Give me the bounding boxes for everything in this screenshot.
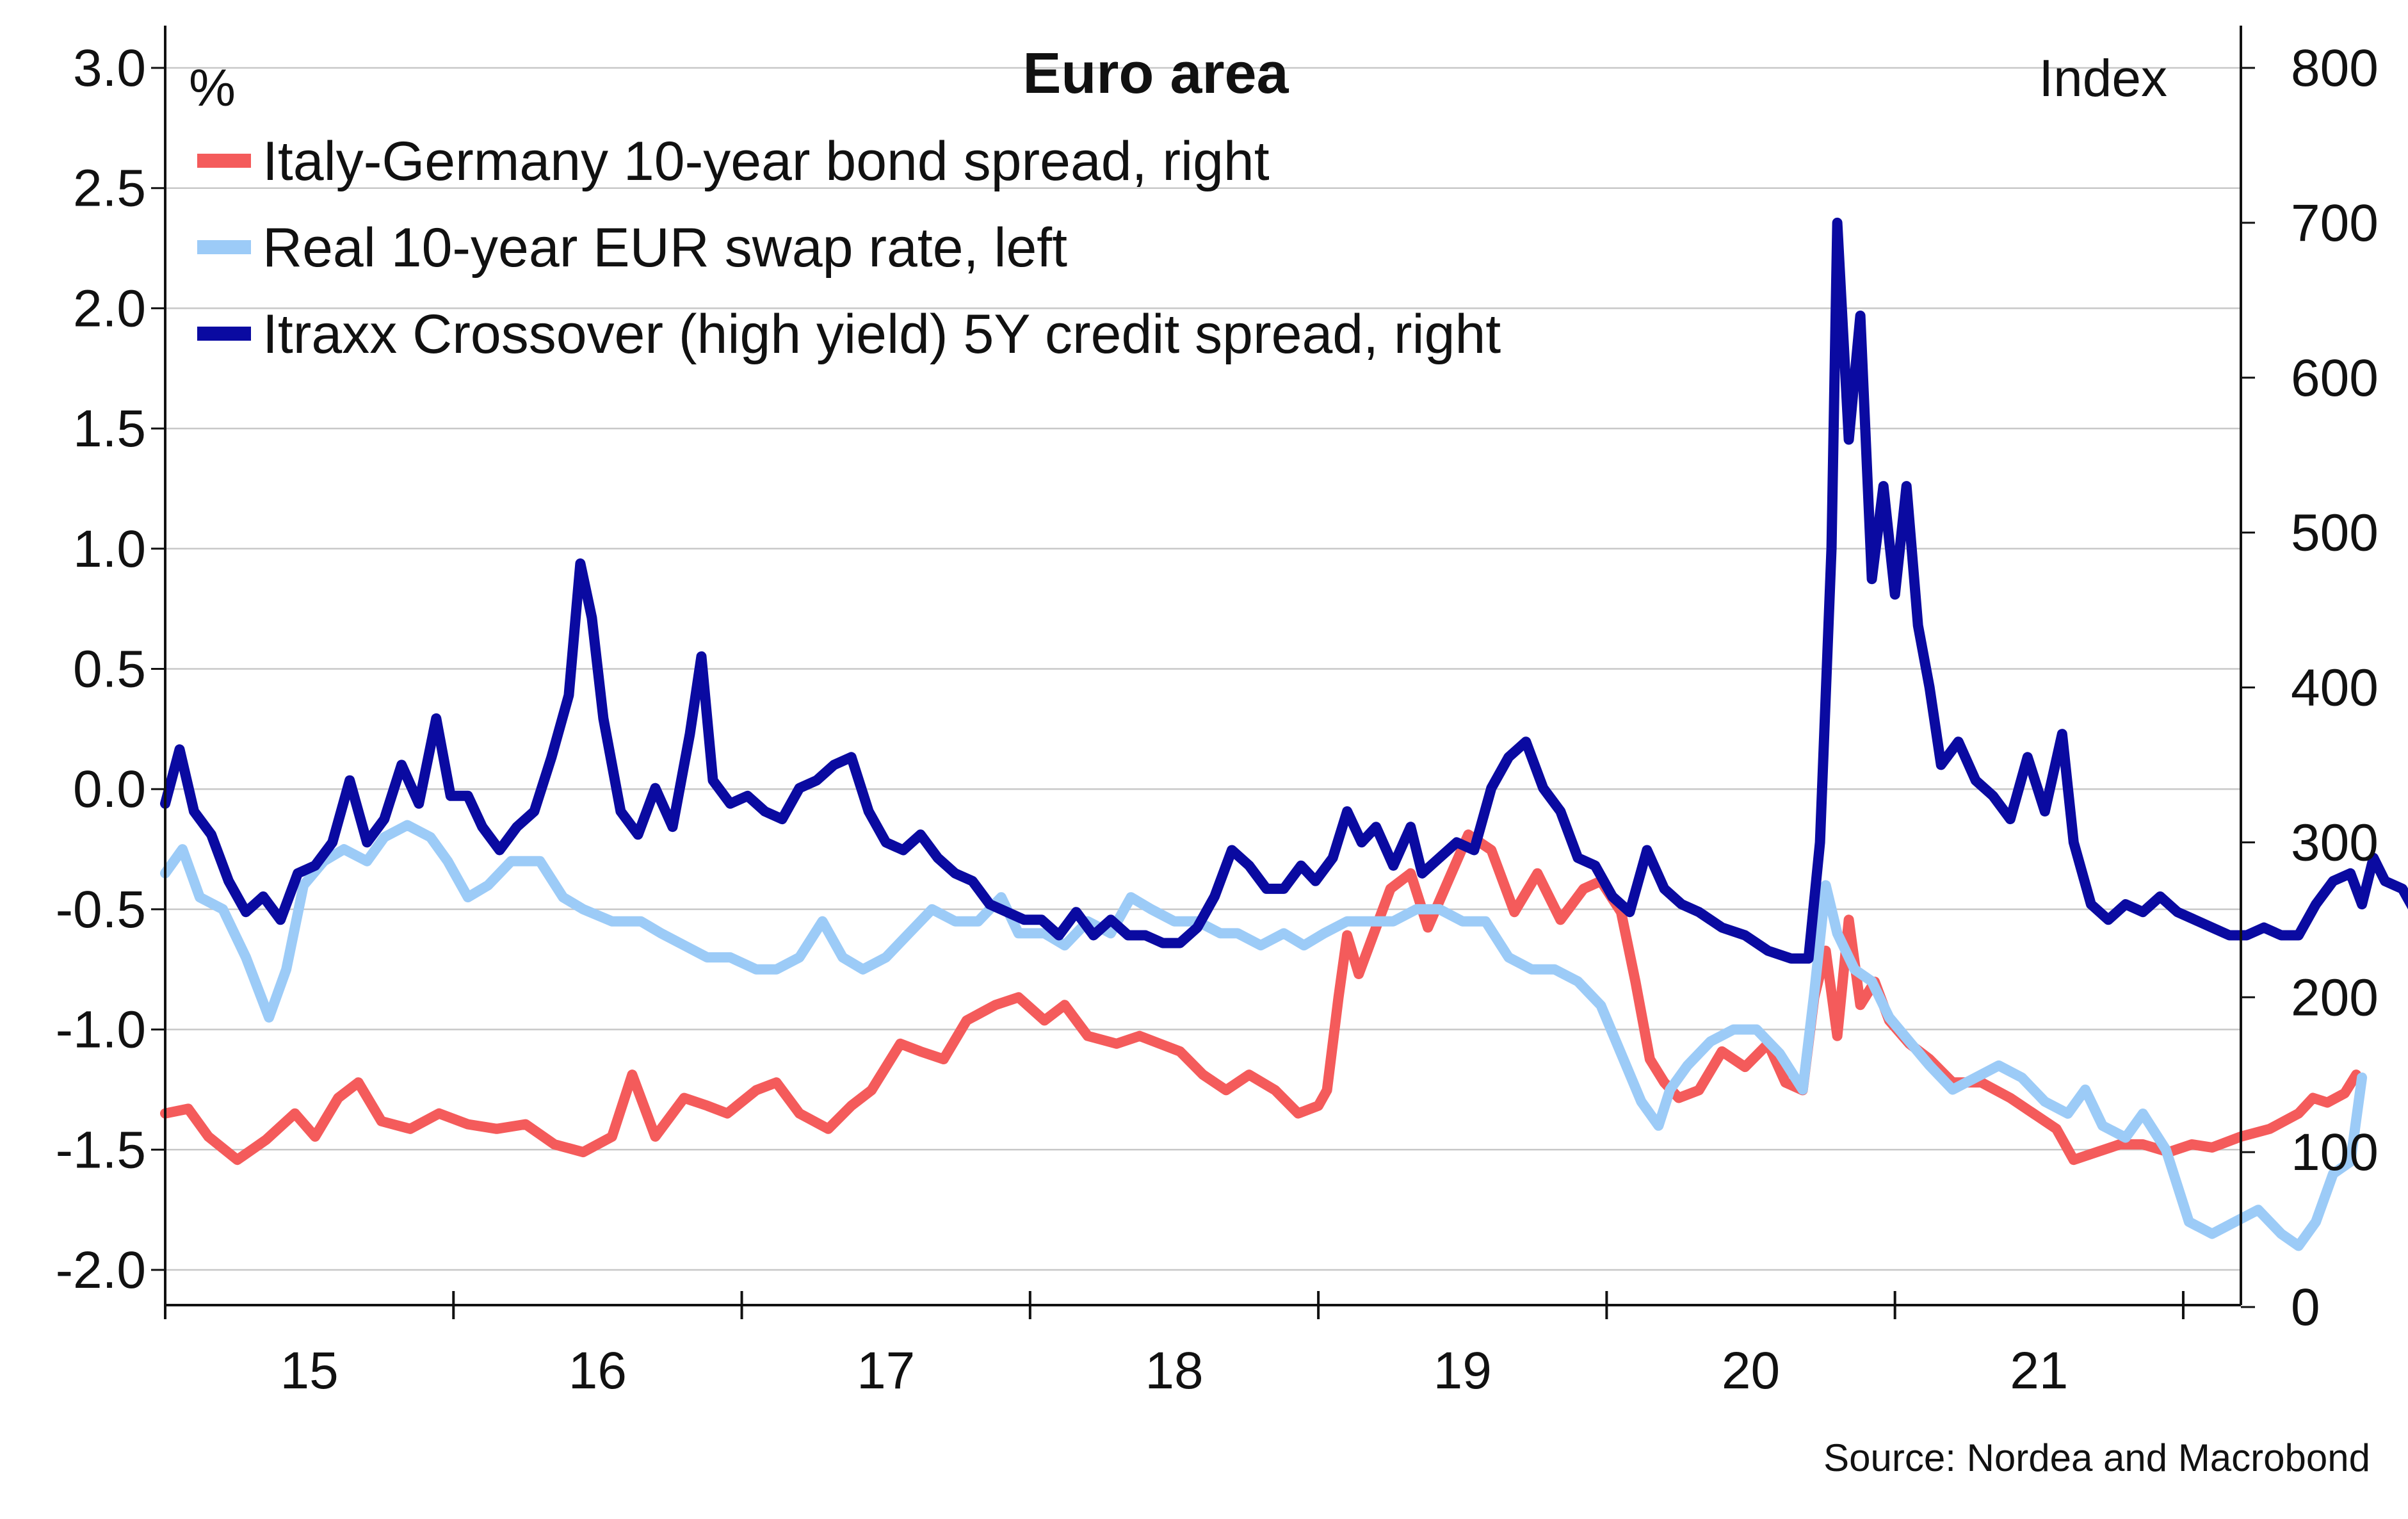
left-axis-tick-label: 1.5 bbox=[73, 400, 146, 458]
right-axis-tick-label: 0 bbox=[2291, 1278, 2320, 1336]
right-axis-tick-label: 300 bbox=[2291, 813, 2379, 872]
real-swap-rate-line bbox=[160, 820, 2368, 1251]
right-axis-tick-label: 500 bbox=[2291, 504, 2379, 562]
right-axis-tick-label: 200 bbox=[2291, 968, 2379, 1027]
right-axis-tick-label: 100 bbox=[2291, 1123, 2379, 1182]
x-axis-tick-label: 21 bbox=[2010, 1342, 2068, 1400]
left-axis-tick-label: -2.0 bbox=[56, 1241, 146, 1299]
left-axis-tick-label: 1.0 bbox=[73, 520, 146, 578]
left-axis-tick-label: -0.5 bbox=[56, 881, 146, 939]
x-axis-tick-label: 15 bbox=[280, 1342, 339, 1400]
legend-item-real-swap-rate: Real 10-year EUR swap rate, left bbox=[197, 217, 1067, 279]
legend-item-itraxx-crossover: Itraxx Crossover (high yield) 5Y credit … bbox=[197, 304, 1501, 365]
series-lines bbox=[160, 217, 2408, 1251]
x-axis-tick-label: 18 bbox=[1145, 1342, 1203, 1400]
left-axis-unit: % bbox=[189, 59, 236, 117]
itraxx-crossover-line bbox=[160, 217, 2408, 964]
italy-germany-spread-line bbox=[160, 829, 2362, 1166]
axes: 3.0 2.5 2.0 1.5 1.0 0.5 0.0 -0.5 -1.0 -1.5 -2.0 800… bbox=[56, 26, 2379, 1400]
left-axis-tick-label: -1.0 bbox=[56, 1001, 146, 1059]
x-axis-tick-label: 16 bbox=[569, 1342, 627, 1400]
gridlines bbox=[165, 67, 2241, 1271]
right-axis-tick-label: 800 bbox=[2291, 39, 2379, 97]
left-axis-tick-label: -1.5 bbox=[56, 1121, 146, 1179]
left-axis-tick-label: 2.0 bbox=[73, 279, 146, 337]
x-axis-tick-label: 19 bbox=[1434, 1342, 1492, 1400]
legend-item-italy-germany: Italy-Germany 10-year bond spread, right bbox=[197, 131, 1270, 192]
left-axis-tick-label: 0.0 bbox=[73, 760, 146, 818]
chart-title: Euro area bbox=[1022, 42, 1289, 106]
legend: Italy-Germany 10-year bond spread, right… bbox=[197, 131, 1501, 365]
legend-label-real-swap-rate: Real 10-year EUR swap rate, left bbox=[263, 217, 1067, 279]
left-axis-tick-label: 0.5 bbox=[73, 640, 146, 699]
source-note: Source: Nordea and Macrobond bbox=[1823, 1436, 2370, 1479]
legend-label-italy-germany: Italy-Germany 10-year bond spread, right bbox=[263, 131, 1270, 192]
right-axis-unit: Index bbox=[2039, 49, 2167, 108]
legend-label-itraxx-crossover: Itraxx Crossover (high yield) 5Y credit … bbox=[263, 304, 1501, 365]
right-axis-tick-label: 700 bbox=[2291, 194, 2379, 252]
left-axis-tick-label: 3.0 bbox=[73, 39, 146, 97]
x-axis-tick-label: 20 bbox=[1722, 1342, 1780, 1400]
left-axis-tick-label: 2.5 bbox=[73, 159, 146, 218]
right-axis-tick-label: 600 bbox=[2291, 349, 2379, 407]
right-axis-tick-label: 400 bbox=[2291, 659, 2379, 717]
x-axis-tick-label: 17 bbox=[857, 1342, 915, 1400]
